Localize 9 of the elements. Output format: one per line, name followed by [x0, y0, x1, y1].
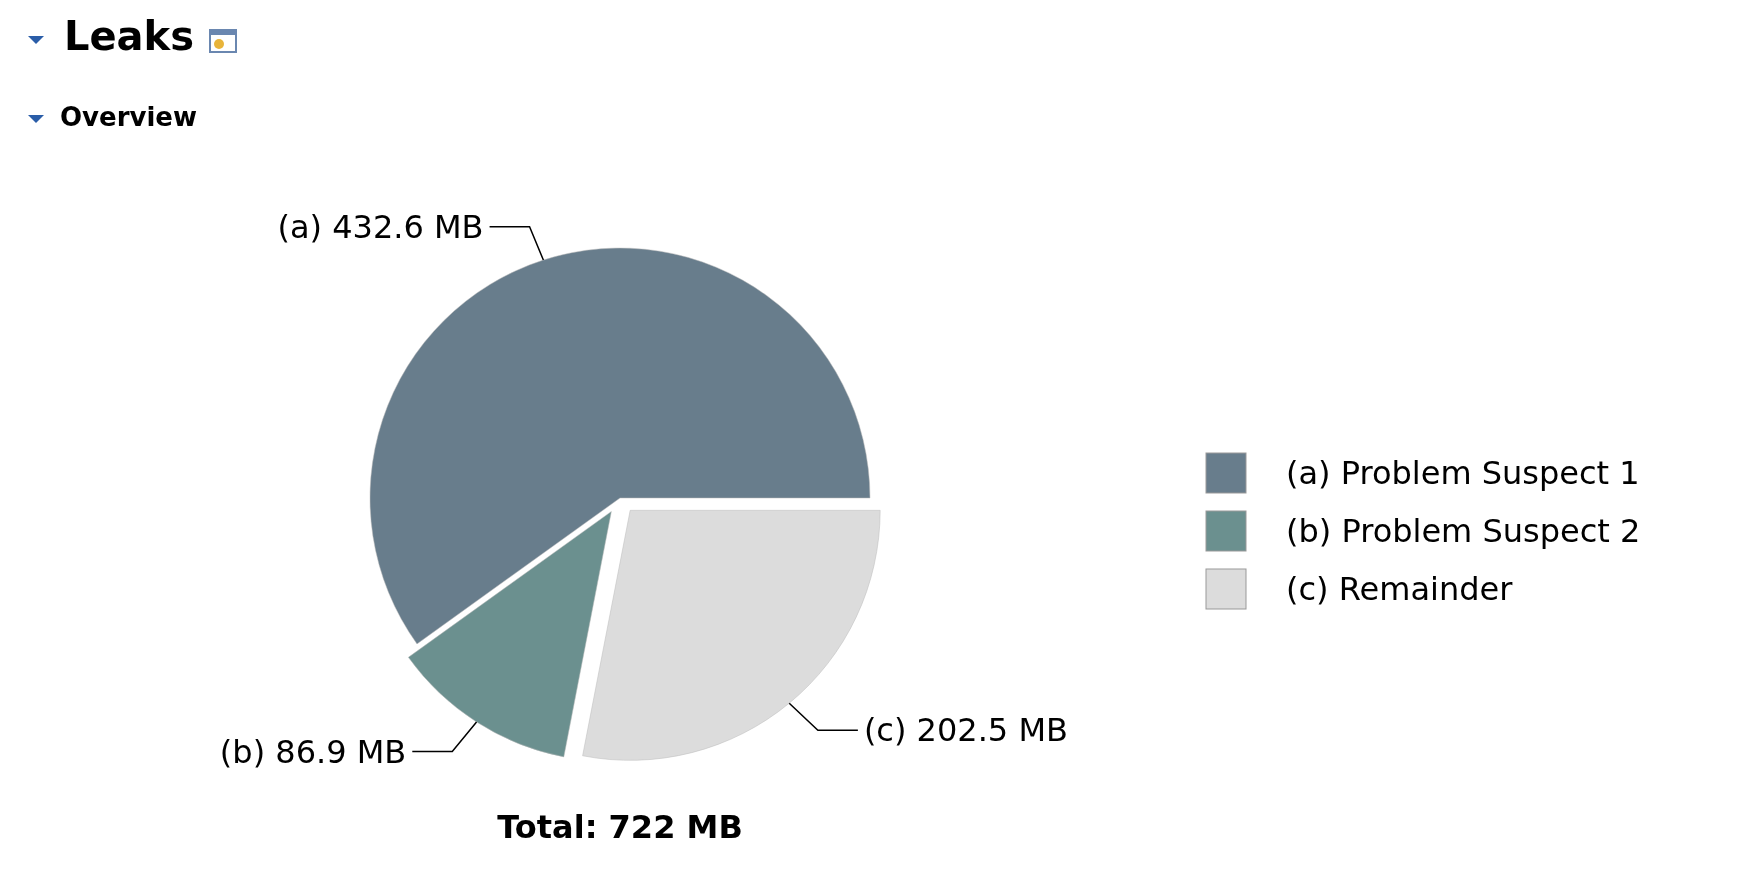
text: Total: 722 MB — [497, 808, 743, 846]
data-label: (a) 432.6 MB — [277, 207, 484, 246]
legend-label: (c) Remainder — [1286, 570, 1514, 609]
data-label: (b) 86.9 MB — [219, 732, 407, 771]
legend-label: (a) Problem Suspect 1 — [1286, 454, 1640, 493]
chart-title: Leaks — [64, 13, 195, 59]
data-label: (c) 202.5 MB — [863, 711, 1068, 750]
legend-label: (b) Problem Suspect 2 — [1286, 512, 1641, 551]
chart-subtitle: Overview — [60, 102, 198, 132]
